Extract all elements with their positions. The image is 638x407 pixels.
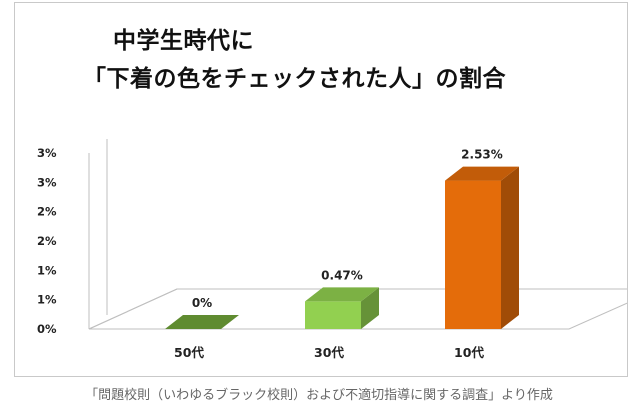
chart-title-line-2: 「下着の色をチェックされた人」の割合 — [83, 66, 506, 92]
chart-frame: 中学生時代に 「下着の色をチェックされた人」の割合 0% 1% 1% 2% 2% 3% 3%… — [14, 2, 628, 377]
bar-side-1 — [361, 287, 379, 329]
bar-front-1 — [305, 301, 361, 329]
bar-side-2 — [501, 166, 519, 329]
x-category-label-2: 10代 — [454, 345, 484, 360]
source-note: 「問題校則（いわゆるブラック校則）および不適切指導に関する調査」より作成 — [85, 388, 553, 403]
x-category-label-0: 50代 — [174, 345, 204, 360]
y-tick-label: 3% — [37, 175, 57, 189]
y-tick-label: 2% — [37, 234, 57, 248]
data-label-2: 2.53% — [461, 148, 503, 162]
bar-top-2 — [445, 166, 519, 181]
bar-front-2 — [445, 180, 501, 329]
y-tick-label: 1% — [37, 263, 57, 277]
y-tick-label: 2% — [37, 205, 57, 219]
data-label-1: 0.47% — [321, 268, 363, 282]
chart-title-line-1: 中学生時代に — [113, 28, 254, 54]
floor-left-edge — [88, 288, 178, 330]
x-category-label-1: 30代 — [314, 345, 344, 360]
bar-top-0 — [165, 315, 239, 329]
chart-plot: 0% 1% 1% 2% 2% 3% 3% 0% 50代 0.47% 30代 2.53% 10代 — [37, 139, 627, 360]
bar-top-1 — [305, 287, 379, 302]
y-tick-label: 3% — [37, 146, 57, 160]
y-tick-label: 0% — [37, 322, 57, 336]
y-tick-label: 1% — [37, 293, 57, 307]
data-label-0: 0% — [192, 296, 212, 310]
